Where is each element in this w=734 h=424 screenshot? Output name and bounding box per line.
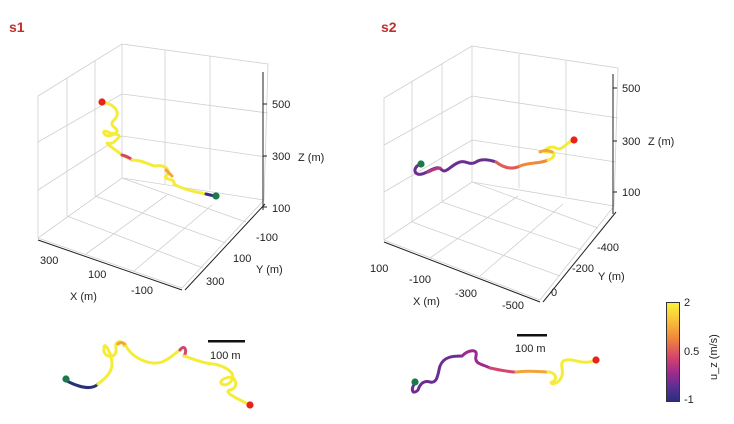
s1-y-label: Y (m)	[256, 264, 283, 276]
s1-scale-label: 100 m	[210, 350, 241, 362]
s2-3d-trajectory	[413, 138, 576, 176]
colorbar-title-text: u_z (m/s)	[708, 334, 720, 380]
s1-x-tick-300: 300	[40, 255, 58, 267]
s2-scale-bar	[517, 334, 547, 337]
s1-topview-start-marker	[62, 375, 70, 383]
panel-label-s1: s1	[9, 19, 25, 35]
s2-x-tick-minus500: -500	[502, 300, 524, 312]
colorbar-title: u_z (m/s)	[708, 334, 720, 380]
s2-z-tick-500: 500	[622, 83, 640, 95]
s1-3d-axes	[37, 43, 269, 289]
s1-z-tick-300: 300	[272, 151, 290, 163]
s1-topview-trajectory	[63, 340, 250, 406]
s2-end-marker	[570, 136, 578, 144]
s1-z-ticks	[263, 103, 267, 208]
s1-z-tick-500: 500	[272, 99, 290, 111]
s1-axis-lines	[37, 72, 266, 291]
s2-y-tick-minus400: -400	[597, 242, 619, 254]
colorbar-tick-min: -1	[684, 394, 694, 406]
s2-topview-trajectory	[410, 349, 598, 394]
s2-x-tick-minus300: -300	[455, 288, 477, 300]
s1-x-tick-100: 100	[88, 269, 106, 281]
s1-topview-end-marker	[246, 401, 254, 409]
s2-z-ticks	[613, 87, 617, 193]
s2-3d-axes	[383, 45, 619, 301]
s1-z-tick-100: 100	[272, 203, 290, 215]
panel-label-s2: s2	[381, 19, 397, 35]
s2-y-tick-minus200: -200	[572, 263, 594, 275]
s1-3d-trajectory	[100, 100, 218, 198]
s2-z-label: Z (m)	[648, 136, 674, 148]
s1-y-tick-100: 100	[233, 253, 251, 265]
s2-x-tick-minus100: -100	[409, 274, 431, 286]
s1-y-tick-minus100: -100	[256, 232, 278, 244]
colorbar-tick-max: 2	[684, 297, 691, 309]
s2-x-tick-100: 100	[370, 263, 388, 275]
s2-axis-lines	[383, 74, 617, 303]
s2-x-label: X (m)	[413, 296, 440, 308]
s1-x-tick-minus100: -100	[131, 285, 153, 297]
s1-scale-bar	[208, 340, 245, 343]
colorbar: 2 0.5 -1 u_z (m/s)	[664, 297, 724, 406]
s1-x-label: X (m)	[70, 291, 97, 303]
s2-y-label: Y (m)	[598, 271, 625, 283]
colorbar-gradient	[666, 302, 680, 402]
s2-y-tick-0: 0	[551, 287, 557, 299]
s2-z-tick-300: 300	[622, 136, 640, 148]
s2-z-tick-100: 100	[622, 187, 640, 199]
s2-scale-label: 100 m	[515, 343, 546, 355]
s2-topview-start-marker	[411, 378, 419, 386]
s1-end-marker	[98, 98, 106, 106]
s1-start-marker	[212, 192, 220, 200]
colorbar-tick-mid: 0.5	[684, 346, 700, 358]
s2-start-marker	[417, 160, 425, 168]
s1-z-label: Z (m)	[298, 152, 324, 164]
s1-y-tick-300: 300	[206, 276, 224, 288]
s2-topview-end-marker	[592, 356, 600, 364]
